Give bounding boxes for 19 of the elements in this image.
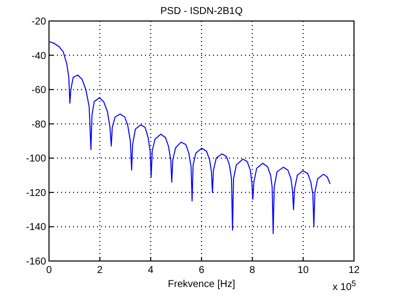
y-tick-label: -140: [26, 222, 46, 234]
line-series: [48, 41, 331, 234]
x-tick-label: 0: [46, 265, 52, 276]
x-tick-label: 2: [97, 265, 104, 276]
y-tick-label: -120: [26, 188, 46, 199]
chart-title: PSD - ISDN-2B1Q: [160, 6, 243, 17]
x-axis-title: Frekvence [Hz]: [168, 279, 236, 290]
y-tick-label: -160: [26, 256, 46, 268]
y-tick-label: -40: [32, 50, 46, 62]
x-tick-label: 12: [348, 265, 360, 276]
y-tick-label: -60: [32, 85, 46, 96]
y-tick-label: -100: [26, 154, 46, 165]
y-tick-label: -20: [32, 16, 46, 28]
text: x 10$^{5}$: [332, 278, 357, 293]
x-tick-label: 10: [298, 265, 310, 276]
x-tick-label: 8: [250, 265, 256, 276]
x-tick-label: 6: [198, 265, 205, 276]
y-tick-label: -80: [32, 119, 46, 130]
x-tick-label: 4: [148, 265, 154, 276]
